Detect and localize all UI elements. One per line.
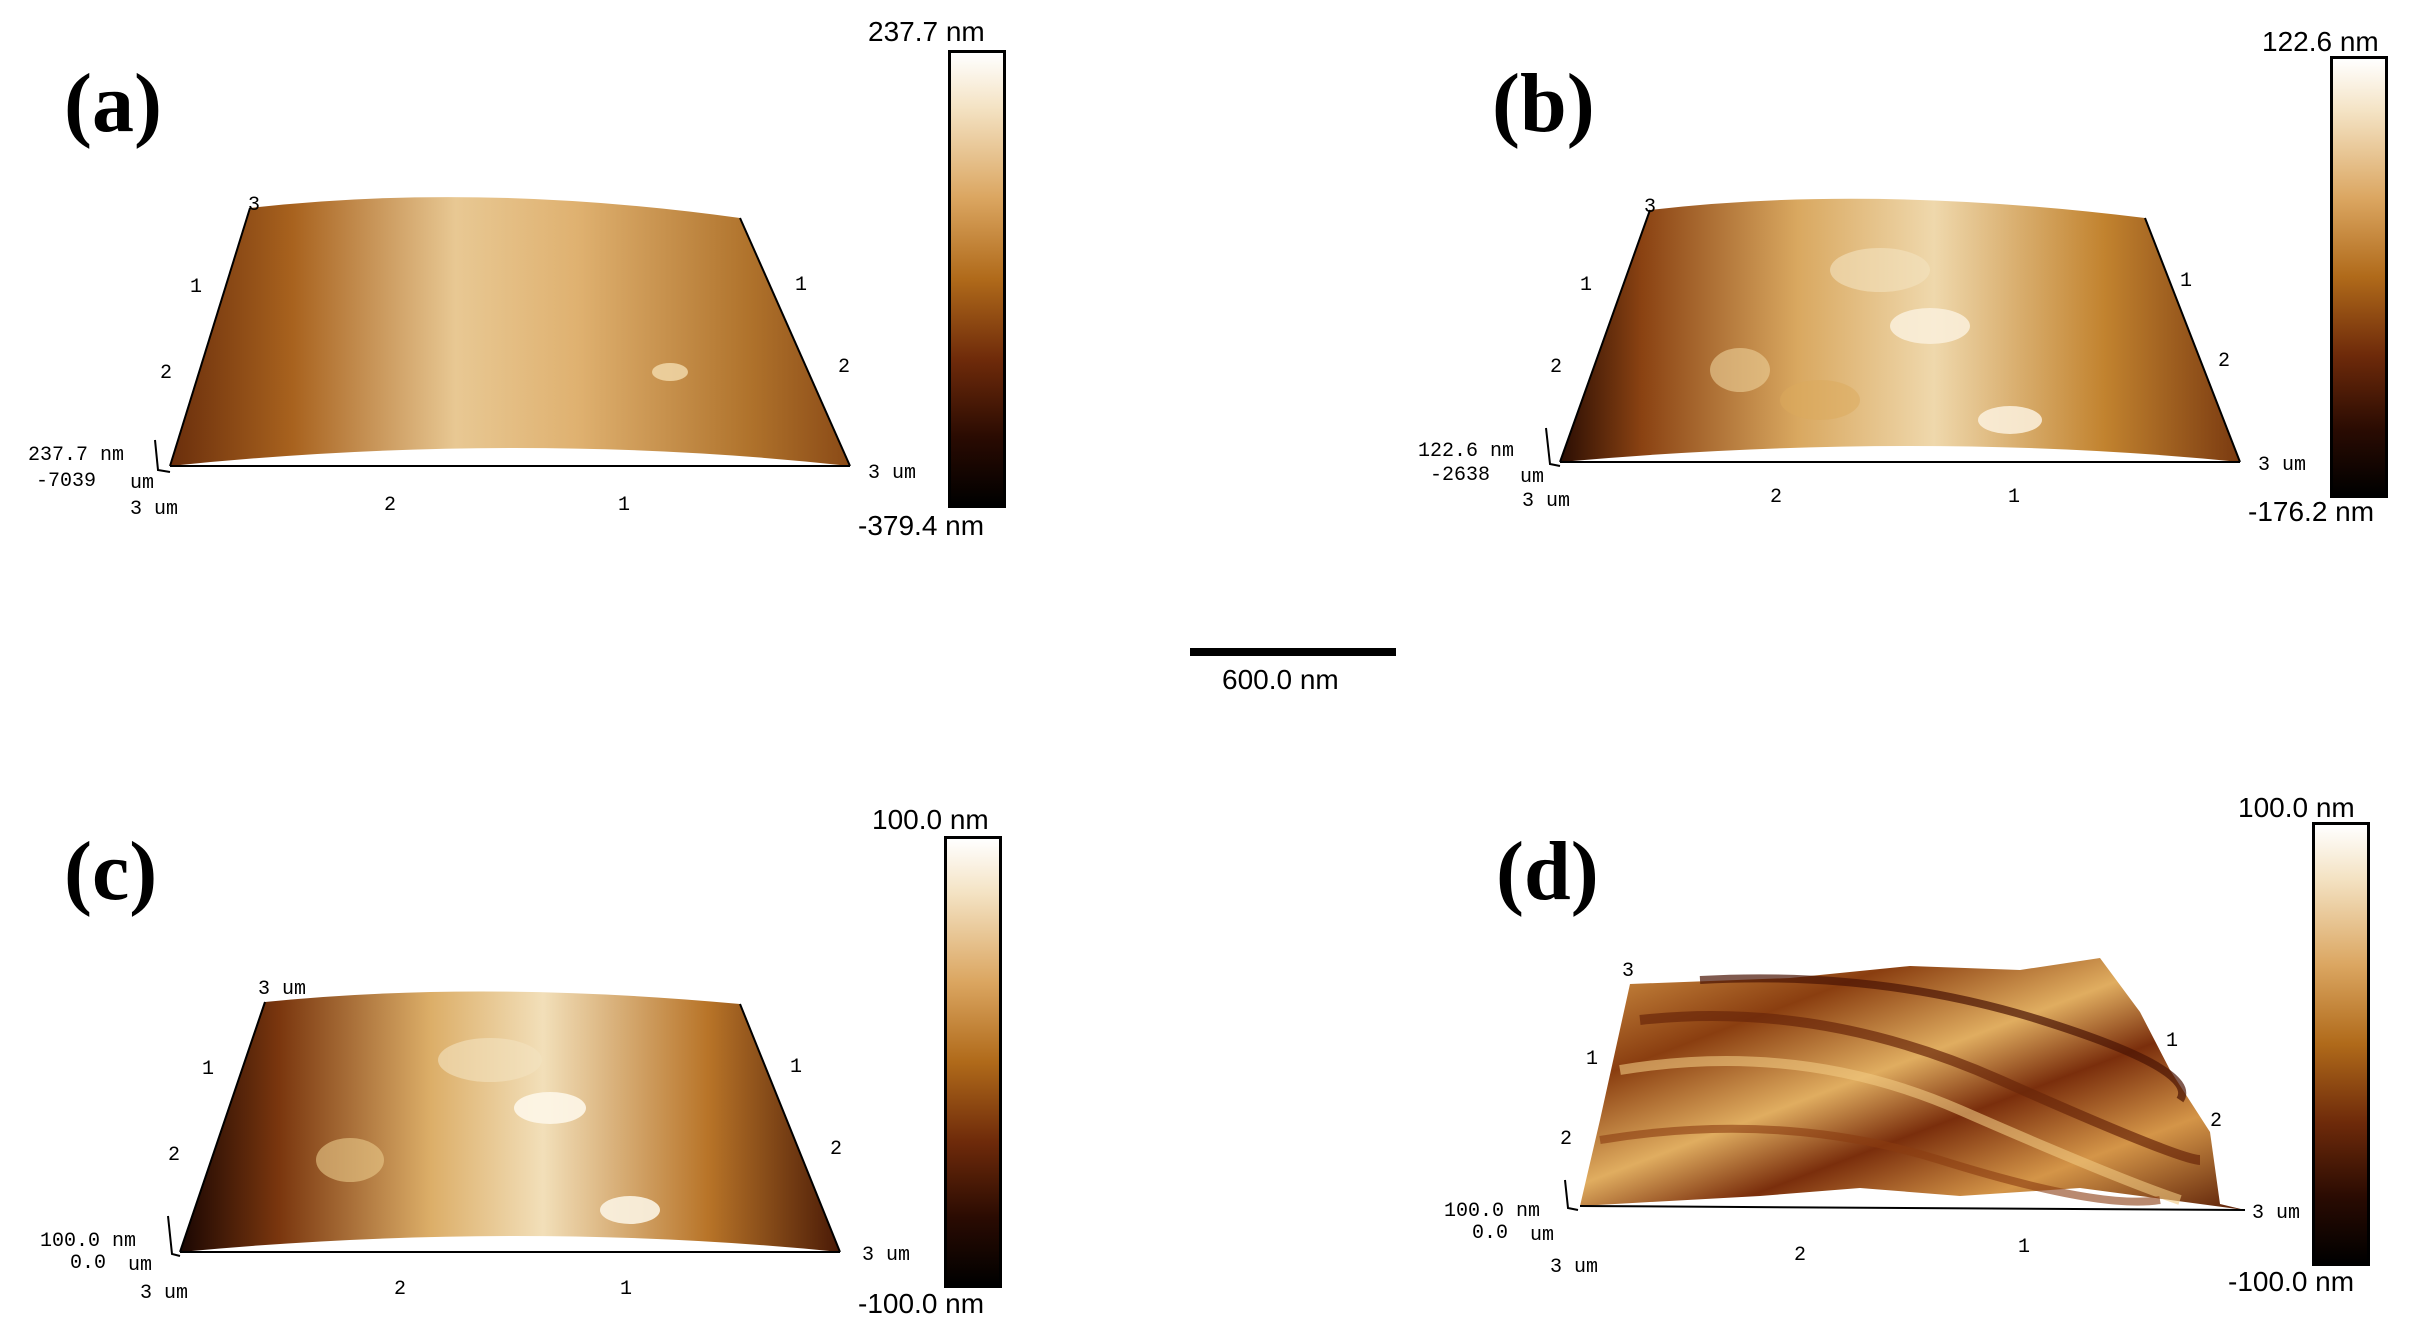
axis-right-tick: 2: [838, 356, 851, 379]
z-bottom-label: 0.0: [1472, 1222, 1509, 1245]
afm-surface-3d: [154, 197, 851, 473]
z-bottom-unit: um: [1530, 1224, 1555, 1247]
z-bottom-unit: um: [1520, 466, 1545, 489]
axis-right-tick: 2: [2218, 350, 2231, 373]
z-top-label: 100.0 nm: [1444, 1200, 1541, 1223]
axis-left-tick: 3: [248, 194, 261, 217]
afm-surface-3d: [1545, 198, 2241, 467]
axis-bottom-tick: 3 um: [1522, 490, 1571, 513]
axis-left-tick: 2: [1560, 1128, 1573, 1151]
afm-panel-d: (d) 3 1 2 1 2 3 um 3 um 2 1 100.0 nm 0.0…: [1400, 640, 2423, 1296]
colorbar-max-label: 100.0 nm: [2238, 792, 2355, 823]
axis-bottom-tick: 3 um: [130, 498, 179, 521]
z-top-label: 237.7 nm: [28, 444, 125, 467]
axis-left-tick: 1: [190, 276, 203, 299]
axis-right-tick: 1: [2180, 270, 2193, 293]
axis-bottom-tick: 2: [384, 494, 397, 517]
afm-panel-a: (a) 3 1 2 1 2 3 um 3 um 2 1 237.7 nm -70…: [0, 0, 1200, 620]
axis-bottom-tick: 2: [394, 1278, 407, 1301]
axis-left-tick: 2: [1550, 356, 1563, 379]
z-bottom-label: -7039: [36, 470, 97, 493]
axis-right-tick: 1: [795, 274, 808, 297]
afm-panel-b: (b) 3 1 2 1 2 3 um 3 um 2 1 122.6 nm -26…: [1400, 0, 2423, 620]
height-colorbar: [948, 50, 1006, 508]
z-top-label: 122.6 nm: [1418, 440, 1515, 463]
axis-left-tick: 1: [202, 1058, 215, 1081]
height-colorbar: [2330, 56, 2388, 498]
scale-bar-label: 600.0 nm: [1222, 664, 1339, 695]
colorbar-min-label: -100.0 nm: [2228, 1266, 2355, 1297]
colorbar-max-label: 100.0 nm: [872, 804, 989, 835]
z-bottom-unit: um: [130, 472, 155, 495]
z-bottom-unit: um: [128, 1254, 153, 1277]
axis-right-tick: 2: [830, 1138, 843, 1161]
afm-surface-3d: [1564, 958, 2246, 1211]
colorbar-min-label: -176.2 nm: [2248, 496, 2375, 527]
axis-right-tick: 3 um: [868, 462, 917, 485]
axis-left-tick: 2: [160, 362, 173, 385]
axis-bottom-tick: 1: [2008, 486, 2021, 509]
axis-bottom-tick: 3 um: [140, 1282, 189, 1305]
colorbar-min-label: -100.0 nm: [858, 1288, 985, 1319]
axis-right-tick: 1: [2166, 1030, 2179, 1053]
axis-left-tick: 1: [1580, 274, 1593, 297]
axis-bottom-tick: 1: [2018, 1236, 2031, 1259]
axis-right-tick: 3 um: [2258, 454, 2307, 477]
panel-label: (d): [1496, 825, 1599, 918]
axis-bottom-tick: 3 um: [1550, 1256, 1599, 1279]
z-top-label: 100.0 nm: [40, 1230, 137, 1253]
axis-bottom-tick: 1: [620, 1278, 633, 1301]
axis-right-tick: 2: [2210, 1110, 2223, 1133]
axis-left-tick: 3: [1622, 960, 1635, 983]
z-bottom-label: -2638: [1430, 464, 1491, 487]
scale-bar: [1190, 648, 1396, 656]
axis-right-tick: 3 um: [2252, 1202, 2301, 1225]
axis-bottom-tick: 1: [618, 494, 631, 517]
axis-left-tick: 1: [1586, 1048, 1599, 1071]
axis-left-tick: 3 um: [258, 978, 307, 1001]
axis-left-tick: 3: [1644, 196, 1657, 219]
colorbar-min-label: -379.4 nm: [858, 510, 985, 541]
axis-bottom-tick: 2: [1794, 1244, 1807, 1267]
axis-right-tick: 1: [790, 1056, 803, 1079]
axis-right-tick: 3 um: [862, 1244, 911, 1267]
panel-label: (b): [1492, 57, 1595, 150]
height-colorbar: [2312, 822, 2370, 1266]
panel-label: (a): [64, 57, 162, 150]
axis-left-tick: 2: [168, 1144, 181, 1167]
z-bottom-label: 0.0: [70, 1252, 107, 1275]
afm-surface-3d: [167, 991, 841, 1257]
afm-panel-c: (c) 3 um 1 2 1 2 3 um 3 um 2 1 100.0 nm …: [0, 640, 1200, 1318]
panel-label: (c): [64, 825, 158, 918]
colorbar-max-label: 122.6 nm: [2262, 26, 2379, 57]
colorbar-max-label: 237.7 nm: [868, 16, 985, 47]
axis-bottom-tick: 2: [1770, 486, 1783, 509]
height-colorbar: [944, 836, 1002, 1288]
